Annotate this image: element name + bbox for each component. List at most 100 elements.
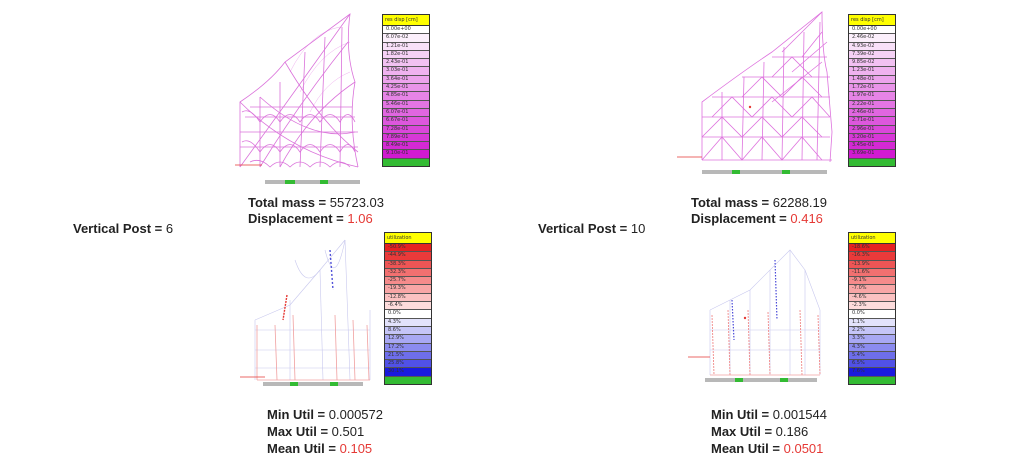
legend-entry: 2.71e-01 — [849, 117, 895, 126]
legend-entry: 7.28e-01 — [383, 125, 429, 134]
legend-entry: 6.07e-01 — [383, 108, 429, 118]
vertical-post-label: Vertical Post = — [538, 221, 628, 236]
legend-entry: -19.3% — [385, 285, 431, 294]
legend-entry: 7.89e-01 — [383, 133, 429, 143]
legend-entry: -50.9% — [385, 244, 431, 253]
vertical-post-value: 6 — [165, 221, 174, 236]
right-max-util-label: Max Util = 0.186 — [711, 424, 808, 439]
legend-entry: 17.2% — [385, 343, 431, 352]
max-util-value: 0.501 — [331, 424, 365, 439]
legend-entry: -7.0% — [849, 285, 895, 294]
legend-entry: -13.9% — [849, 260, 895, 269]
mass-label: Total mass = — [248, 195, 327, 210]
legend-entry: -44.9% — [385, 252, 431, 261]
legend-entry: -2.3% — [849, 302, 895, 311]
mass-value: 62288.19 — [772, 195, 828, 210]
left-mean-util-label: Mean Util = 0.105 — [267, 441, 372, 456]
legend-entry: 2.46e-02 — [849, 34, 895, 43]
legend-entry: 1.72e-01 — [849, 84, 895, 93]
max-util-value: 0.186 — [775, 424, 809, 439]
legend-entry: 2.2% — [849, 326, 895, 336]
left-max-util-label: Max Util = 0.501 — [267, 424, 364, 439]
legend-entry: 2.22e-01 — [849, 100, 895, 109]
legend-entry: 5.46e-01 — [383, 100, 429, 109]
legend-entry: 8.6% — [385, 326, 431, 336]
legend-title: res disp [cm] — [849, 15, 895, 26]
vertical-post-label: Vertical Post = — [73, 221, 163, 236]
legend-entry: 1.23e-01 — [849, 67, 895, 76]
legend-entry: 12.9% — [385, 335, 431, 344]
max-util-label: Max Util = — [267, 424, 329, 439]
mean-util-label: Mean Util = — [267, 441, 336, 456]
legend-entry: 30.1% — [385, 368, 431, 377]
right-mass-label: Total mass = 62288.19 — [691, 195, 827, 210]
legend-entry: 3.20e-01 — [849, 133, 895, 143]
legend-entry: -6.4% — [385, 302, 431, 311]
legend-entry: 5.4% — [849, 351, 895, 361]
mean-util-value: 0.0501 — [783, 441, 824, 456]
legend-entry: 0.0% — [849, 310, 895, 319]
legend-footer — [385, 376, 431, 384]
legend-entry: 1.82e-01 — [383, 50, 429, 60]
legend-entry: 3.69e-01 — [849, 150, 895, 159]
right-vertical-post-label: Vertical Post = 10 — [538, 221, 645, 236]
legend-entry: -4.6% — [849, 293, 895, 303]
legend-entry: 4.85e-01 — [383, 92, 429, 101]
legend-title: res disp [cm] — [383, 15, 429, 26]
mass-value: 55723.03 — [329, 195, 385, 210]
vertical-post-value: 10 — [630, 221, 646, 236]
legend-entry: 9.10e-01 — [383, 150, 429, 159]
legend-entry: 0.00e+00 — [849, 26, 895, 35]
legend-entry: -16.3% — [849, 252, 895, 261]
legend-entry: 8.49e-01 — [383, 142, 429, 151]
left-mass-label: Total mass = 55723.03 — [248, 195, 384, 210]
legend-footer — [383, 158, 429, 166]
left-utilization-legend: utilization -50.9% -44.9% -38.3% -32.3% -25.… — [384, 232, 432, 385]
legend-entry: 1.21e-01 — [383, 42, 429, 51]
legend-entry: 4.3% — [849, 343, 895, 352]
legend-entry: -32.3% — [385, 268, 431, 278]
legend-entry: -25.7% — [385, 277, 431, 286]
mean-util-value: 0.105 — [339, 441, 373, 456]
legend-entry: -11.6% — [849, 268, 895, 278]
legend-entry: 1.1% — [849, 318, 895, 327]
displacement-label: Displacement = — [248, 211, 344, 226]
legend-entry: -9.1% — [849, 277, 895, 286]
legend-entry: 6.5% — [849, 360, 895, 369]
legend-entry: 6.07e-02 — [383, 34, 429, 43]
right-displacement-diagram — [677, 11, 833, 174]
left-utilization-diagram — [240, 239, 371, 386]
legend-entry: -38.3% — [385, 260, 431, 269]
left-displacement-legend: res disp [cm] 0.00e+00 6.07e-02 1.21e-01 1.… — [382, 14, 430, 167]
legend-entry: 21.5% — [385, 351, 431, 361]
legend-entry: 9.85e-02 — [849, 59, 895, 68]
legend-entry: 4.25e-01 — [383, 84, 429, 93]
legend-footer — [849, 158, 895, 166]
min-util-value: 0.001544 — [772, 407, 827, 422]
legend-title: utilization — [385, 233, 431, 244]
legend-entry: 1.48e-01 — [849, 75, 895, 85]
min-util-label: Min Util = — [711, 407, 770, 422]
mean-util-label: Mean Util = — [711, 441, 780, 456]
legend-entry: -18.6% — [849, 244, 895, 253]
legend-entry: 4.93e-02 — [849, 42, 895, 51]
legend-entry: 3.64e-01 — [383, 75, 429, 85]
max-util-label: Max Util = — [711, 424, 773, 439]
right-utilization-legend: utilization -18.6% -16.3% -13.9% -11.6% -9.1… — [848, 232, 896, 385]
legend-entry: 0.0% — [385, 310, 431, 319]
right-min-util-label: Min Util = 0.001544 — [711, 407, 827, 422]
right-displacement-legend: res disp [cm] 0.00e+00 2.46e-02 4.93e-02 7.… — [848, 14, 896, 167]
legend-entry: 2.43e-01 — [383, 59, 429, 68]
displacement-label: Displacement = — [691, 211, 787, 226]
left-min-util-label: Min Util = 0.000572 — [267, 407, 383, 422]
legend-footer — [849, 376, 895, 384]
min-util-value: 0.000572 — [328, 407, 383, 422]
legend-entry: -12.8% — [385, 293, 431, 303]
right-mean-util-label: Mean Util = 0.0501 — [711, 441, 823, 456]
legend-entry: 2.96e-01 — [849, 125, 895, 134]
legend-entry: 2.46e-01 — [849, 108, 895, 118]
legend-entry: 4.3% — [385, 318, 431, 327]
legend-entry: 3.3% — [849, 335, 895, 344]
left-displacement-diagram — [235, 13, 360, 184]
left-displacement-label: Displacement = 1.06 — [248, 211, 373, 226]
